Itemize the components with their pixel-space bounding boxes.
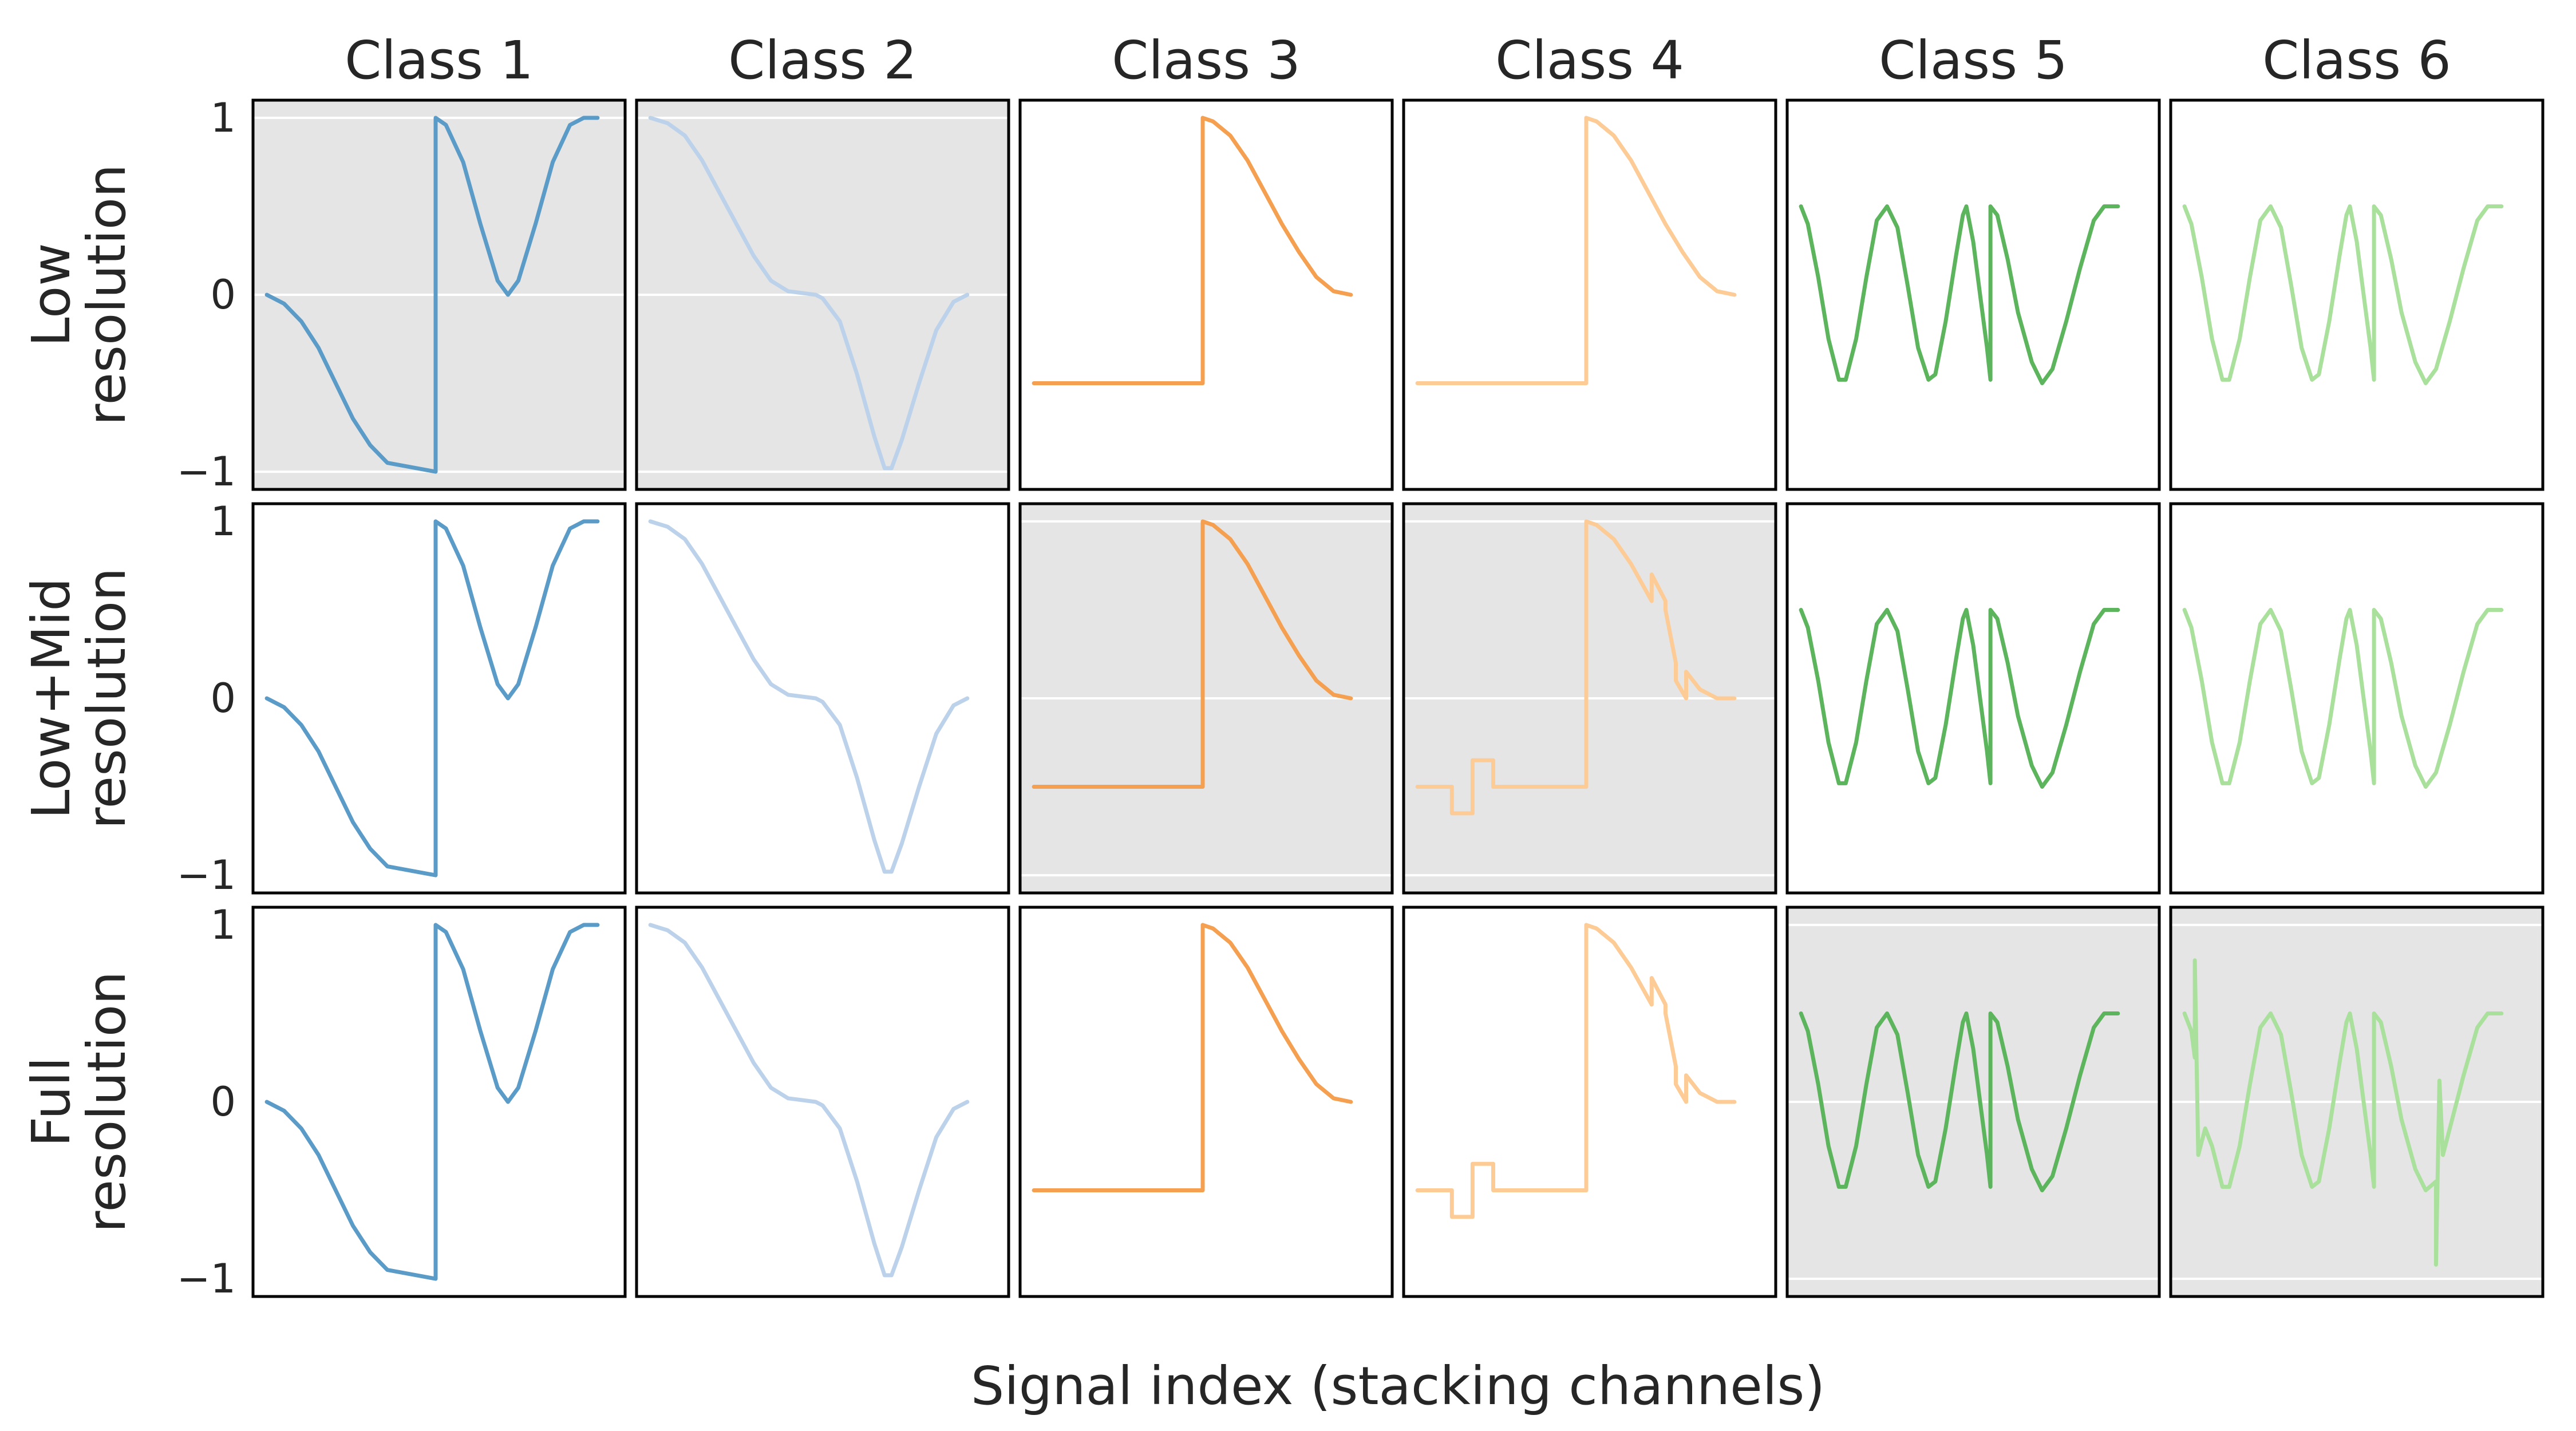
signal-line: [264, 519, 600, 877]
panel-frame: [635, 906, 1010, 1298]
panel-frame: [1018, 906, 1394, 1298]
panel-r2-c3: [1018, 502, 1394, 895]
signal-line: [264, 116, 600, 474]
column-title: Class 2: [728, 30, 917, 91]
panel-r1-c1: [251, 98, 627, 491]
panel-r3-c3: [1018, 906, 1394, 1298]
signal-line: [1032, 519, 1353, 789]
panel-r1-c6: [2169, 98, 2545, 491]
row-label: Low+Midresolution: [21, 568, 137, 829]
panel-background: [1020, 100, 1392, 489]
panel-frame: [2169, 906, 2545, 1298]
signal-line: [264, 923, 600, 1281]
row-label-line-2: resolution: [76, 568, 137, 829]
signal-line: [648, 519, 970, 874]
column-title: Class 6: [2262, 30, 2451, 91]
row-label-line-2: resolution: [76, 971, 137, 1233]
row-label-line-1: Low+Mid: [21, 578, 82, 819]
panel-r2-c2: [635, 502, 1010, 895]
panel-frame: [2169, 502, 2545, 895]
signal-line: [1032, 116, 1353, 385]
signal-line: [2182, 204, 2504, 385]
x-axis-label: Signal index (stacking channels): [971, 1355, 1825, 1417]
signal-line: [1415, 519, 1737, 816]
y-tick-label: 1: [210, 94, 236, 141]
y-tick-label: 0: [210, 271, 236, 318]
signal-line: [1799, 1011, 2120, 1192]
panel-frame: [251, 98, 627, 491]
row-label-line-1: Low: [21, 243, 82, 346]
row-label: Lowresolution: [21, 164, 137, 426]
panel-r1-c2: [635, 98, 1010, 491]
panel-frame: [251, 502, 627, 895]
panel-r3-c6: [2169, 906, 2545, 1298]
signal-line: [2182, 608, 2504, 789]
panel-background: [1787, 100, 2159, 489]
signal-line: [2182, 958, 2504, 1267]
row-label: Fullresolution: [21, 971, 137, 1233]
panel-r3-c1: [251, 906, 627, 1298]
signal-line: [1799, 608, 2120, 789]
panel-r3-c2: [635, 906, 1010, 1298]
panel-frame: [635, 98, 1010, 491]
panel-background: [1020, 907, 1392, 1296]
panel-background: [637, 504, 1009, 893]
signal-line: [1799, 204, 2120, 385]
panel-background: [2171, 100, 2543, 489]
y-tick-label: 0: [210, 675, 236, 722]
panel-frame: [1402, 502, 1777, 895]
panel-background: [1404, 100, 1776, 489]
y-tick-label: 0: [210, 1078, 236, 1125]
panel-r3-c5: [1785, 906, 2161, 1298]
panel-background: [2171, 504, 2543, 893]
column-title: Class 4: [1495, 30, 1684, 91]
signal-line: [648, 116, 970, 471]
panel-frame: [635, 502, 1010, 895]
panel-r1-c4: [1402, 98, 1777, 491]
panel-r3-c4: [1402, 906, 1777, 1298]
y-tick-label: 1: [210, 498, 236, 545]
panel-frame: [1018, 502, 1394, 895]
column-title: Class 1: [345, 30, 534, 91]
signal-line: [1415, 923, 1737, 1219]
y-tick-label: −1: [177, 852, 236, 899]
y-tick-label: 1: [210, 902, 236, 948]
panel-frame: [1018, 98, 1394, 491]
panel-frame: [1785, 98, 2161, 491]
panel-background: [637, 907, 1009, 1296]
y-tick-label: −1: [177, 448, 236, 495]
column-title: Class 5: [1879, 30, 2068, 91]
panel-background: [253, 504, 625, 893]
panel-r1-c3: [1018, 98, 1394, 491]
signal-line: [1032, 923, 1353, 1192]
panel-r2-c6: [2169, 502, 2545, 895]
panel-r2-c5: [1785, 502, 2161, 895]
row-label-line-1: Full: [21, 1057, 82, 1147]
panel-r1-c5: [1785, 98, 2161, 491]
panel-background: [253, 907, 625, 1296]
panel-frame: [1785, 906, 2161, 1298]
panel-r2-c4: [1402, 502, 1777, 895]
panel-frame: [1785, 502, 2161, 895]
y-tick-label: −1: [177, 1255, 236, 1302]
panel-frame: [1402, 98, 1777, 491]
signal-line: [648, 923, 970, 1278]
row-label-line-2: resolution: [76, 164, 137, 426]
panel-frame: [1402, 906, 1777, 1298]
panel-background: [1787, 504, 2159, 893]
panel-r2-c1: [251, 502, 627, 895]
panel-frame: [2169, 98, 2545, 491]
signal-line: [1415, 116, 1737, 385]
panel-frame: [251, 906, 627, 1298]
column-title: Class 3: [1112, 30, 1301, 91]
